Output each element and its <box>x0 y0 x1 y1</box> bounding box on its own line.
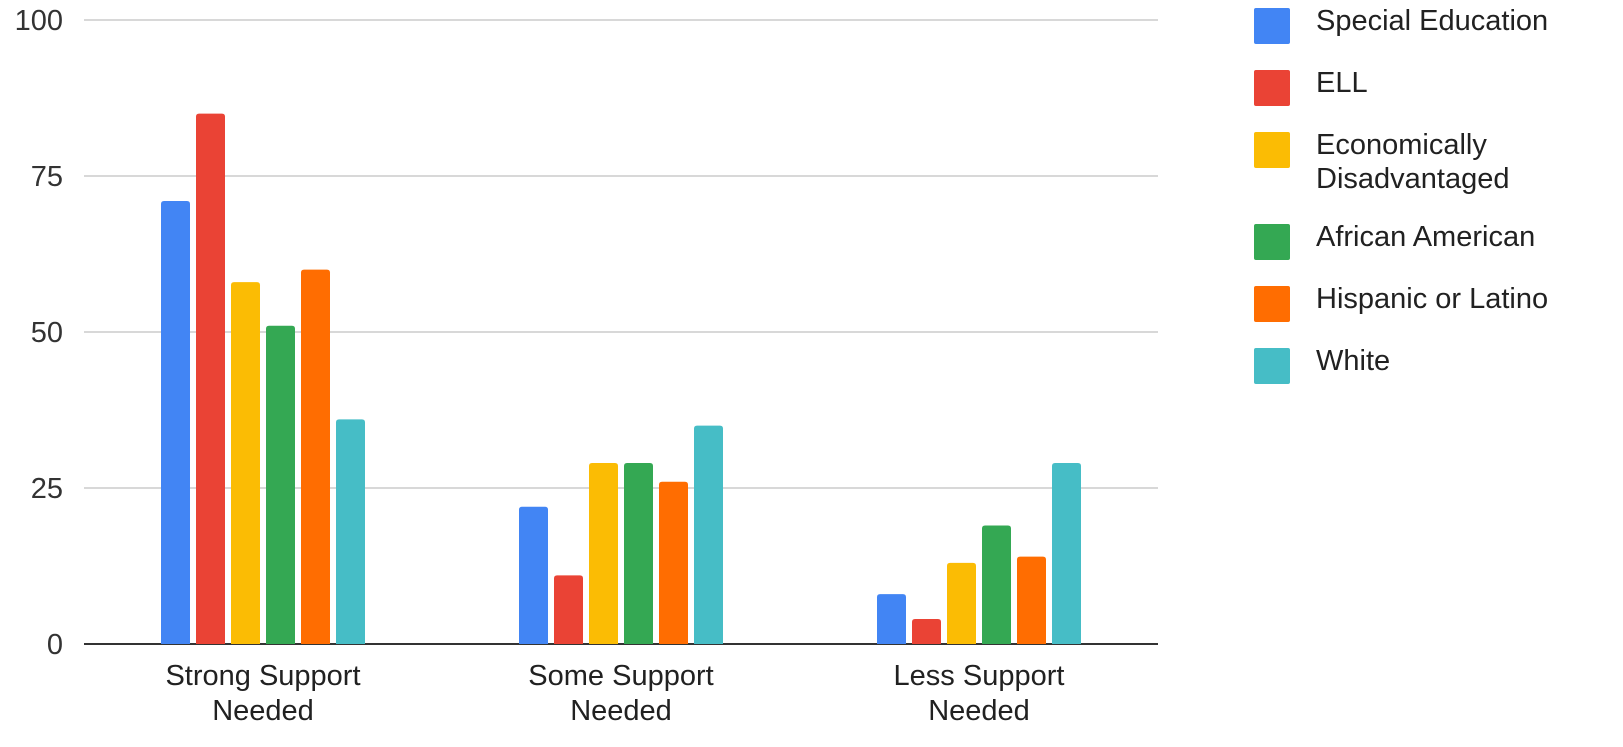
bar <box>231 282 260 644</box>
legend-swatch <box>1254 286 1290 322</box>
legend-swatch <box>1254 8 1290 44</box>
bar <box>659 481 688 644</box>
x-tick-label: Some Support Needed <box>528 660 713 727</box>
bars <box>161 113 1081 645</box>
legend-label: Special Education <box>1316 5 1549 37</box>
y-tick-label: 100 <box>15 5 63 37</box>
legend: Special Education ELL Economically Disad… <box>1254 4 1614 406</box>
y-tick-label: 0 <box>47 629 63 661</box>
x-axis-tick-labels: Strong Support Needed Some Support Needed Le… <box>165 660 1064 727</box>
legend-item-economically-disadvantaged: Economically Disadvantaged <box>1254 128 1614 220</box>
bar <box>982 525 1011 644</box>
legend-item-white: White <box>1254 344 1614 406</box>
legend-item-african-american: African American <box>1254 220 1614 282</box>
legend-swatch <box>1254 132 1290 168</box>
legend-label: Hispanic or Latino <box>1316 283 1549 315</box>
bar <box>624 463 653 644</box>
bar <box>947 562 976 644</box>
bar <box>877 594 906 644</box>
y-tick-label: 50 <box>31 317 63 349</box>
y-tick-label: 25 <box>31 473 63 505</box>
legend-item-special-education: Special Education <box>1254 4 1614 66</box>
bar <box>1017 556 1046 644</box>
legend-label: ELL <box>1316 67 1368 99</box>
bar <box>912 619 941 644</box>
x-tick-label: Strong Support Needed <box>165 660 360 727</box>
legend-item-ell: ELL <box>1254 66 1614 128</box>
gridlines <box>84 19 1158 645</box>
x-tick-label: Less Support Needed <box>894 660 1065 727</box>
y-axis-tick-labels: 0 25 50 75 100 <box>15 5 63 661</box>
legend-swatch <box>1254 348 1290 384</box>
bar <box>266 325 295 644</box>
y-tick-label: 75 <box>31 161 63 193</box>
legend-item-hispanic-or-latino: Hispanic or Latino <box>1254 282 1614 344</box>
bar <box>196 113 225 645</box>
legend-swatch <box>1254 70 1290 106</box>
bar <box>336 419 365 644</box>
bar <box>589 463 618 644</box>
bar <box>301 269 330 644</box>
legend-label: White <box>1316 345 1391 377</box>
legend-label: African American <box>1316 221 1536 253</box>
bar <box>694 425 723 644</box>
bar <box>161 200 190 644</box>
legend-label: Economically Disadvantaged <box>1316 129 1510 195</box>
bar <box>554 575 583 644</box>
bar <box>1052 463 1081 644</box>
bar <box>519 506 548 644</box>
legend-swatch <box>1254 224 1290 260</box>
